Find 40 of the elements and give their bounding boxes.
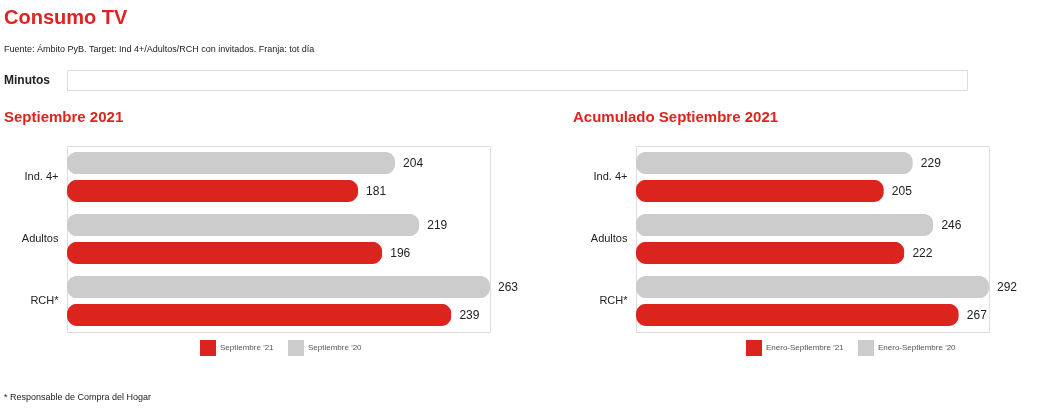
data-label: 263 (498, 280, 519, 295)
text: Fuente: Ámbito PyB. Target: Ind 4+/Adultos/RCH con invitados. Franja: tot día (4, 44, 315, 54)
bar (67, 241, 383, 265)
bar (67, 213, 420, 237)
data-label: 205 (891, 183, 913, 198)
text: Minutos (4, 73, 51, 87)
bar (636, 151, 913, 175)
data-label: 196 (390, 245, 411, 260)
data-label: 292 (997, 280, 1018, 295)
bar (67, 179, 359, 203)
data-label: 239 (459, 307, 480, 322)
bar (636, 213, 934, 237)
bar (67, 303, 452, 327)
y-tick-label: RCH* (599, 294, 629, 306)
legend-label: Enero-Septiembre '21 (766, 343, 845, 352)
y-tick-label: Adultos (590, 232, 628, 244)
data-label: 267 (966, 307, 988, 322)
y-tick-label: Adultos (21, 232, 59, 244)
data-label: 246 (941, 218, 962, 233)
y-tick-label: Ind. 4+ (24, 170, 59, 182)
legend-label: Septiembre '20 (308, 343, 363, 352)
text: Consumo TV (4, 6, 128, 28)
bar (636, 275, 989, 299)
data-label: 222 (912, 245, 933, 260)
data-label: 204 (403, 156, 424, 171)
legend-label: Septiembre '21 (220, 343, 275, 352)
bar (67, 151, 396, 175)
chart-title: Septiembre 2021 (4, 108, 124, 125)
y-tick-label: RCH* (30, 294, 60, 306)
legend-label: Enero-Septiembre '20 (878, 343, 957, 352)
y-tick-label: Ind. 4+ (593, 170, 628, 182)
chart-title: Acumulado Septiembre 2021 (573, 108, 779, 125)
bar (67, 275, 490, 299)
bar (636, 303, 959, 327)
text: * Responsable de Compra del Hogar (4, 392, 152, 402)
data-label: 229 (920, 156, 942, 171)
bar (636, 179, 884, 203)
data-label: 219 (427, 218, 448, 233)
bar (636, 241, 905, 265)
data-label: 181 (366, 183, 387, 198)
